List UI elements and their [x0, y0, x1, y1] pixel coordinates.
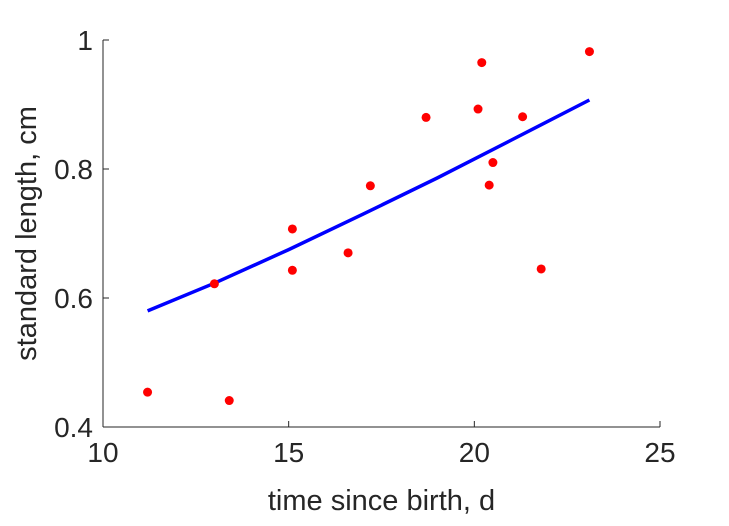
x-tick-label: 15	[273, 437, 304, 468]
y-tick-label: 0.6	[54, 283, 93, 314]
x-axis-label: time since birth, d	[268, 485, 495, 517]
data-point	[343, 248, 353, 258]
y-axis-label: standard length, cm	[11, 106, 43, 361]
data-point	[518, 112, 528, 122]
data-point	[477, 58, 487, 68]
x-ticks: 10 15 20 25	[87, 421, 676, 468]
x-tick-label: 20	[459, 437, 490, 468]
y-tick-label: 1	[77, 25, 93, 56]
data-point	[224, 396, 234, 406]
fit-line	[146, 98, 591, 313]
y-tick-label: 0.4	[54, 412, 93, 443]
data-point	[209, 279, 219, 289]
data-point	[143, 387, 153, 397]
data-point	[473, 104, 483, 114]
y-ticks: 0.4 0.6 0.8 1	[54, 25, 109, 443]
y-tick-label: 0.8	[54, 154, 93, 185]
x-tick-label: 10	[87, 437, 118, 468]
points-layer	[143, 47, 594, 406]
x-tick-label: 25	[644, 437, 675, 468]
data-point	[365, 181, 375, 191]
data-point	[488, 158, 498, 168]
data-point	[287, 265, 297, 275]
data-point	[584, 47, 594, 57]
fit-line-layer	[146, 98, 591, 313]
data-point	[484, 180, 494, 190]
axes: 10 15 20 25 0.4 0.6 0.8 1	[54, 25, 676, 468]
data-point	[536, 264, 546, 274]
data-point	[287, 224, 297, 234]
data-point	[421, 112, 431, 122]
